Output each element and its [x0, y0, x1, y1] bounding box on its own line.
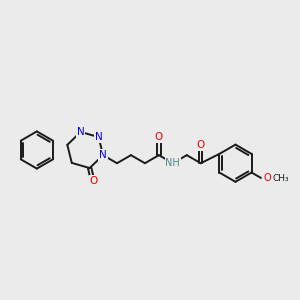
Text: N: N: [95, 132, 103, 142]
Text: O: O: [263, 173, 271, 183]
Text: O: O: [196, 140, 205, 150]
Text: N: N: [99, 150, 107, 160]
Text: O: O: [155, 132, 163, 142]
Text: NH: NH: [166, 158, 180, 168]
Text: CH₃: CH₃: [272, 174, 289, 183]
Text: O: O: [90, 176, 98, 186]
Text: N: N: [77, 127, 85, 137]
